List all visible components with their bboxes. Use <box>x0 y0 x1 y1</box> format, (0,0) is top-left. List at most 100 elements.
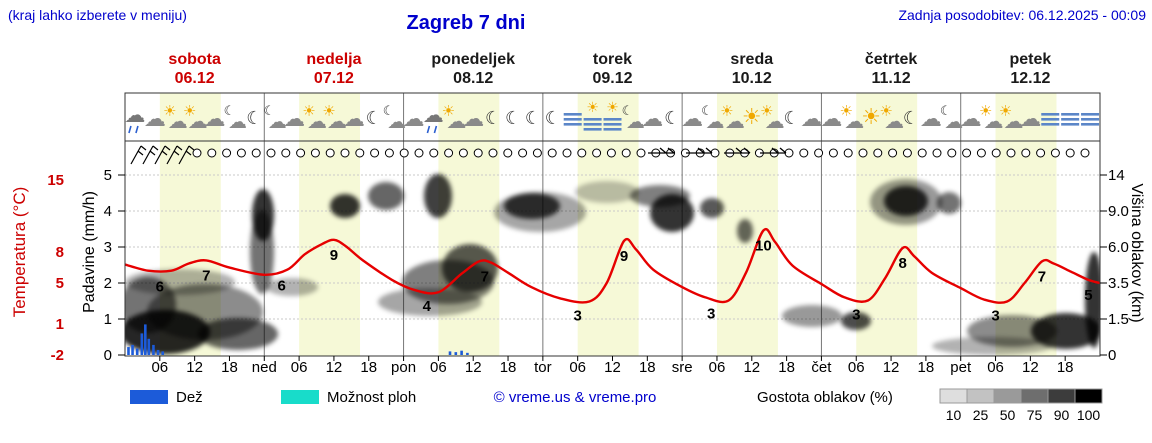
temp-value-label: 6 <box>156 279 164 296</box>
fog-line-glyph <box>1081 118 1100 121</box>
density-swatch <box>993 388 1022 404</box>
moon-icon: ☾ <box>366 108 382 128</box>
sun-glyph: ☀ <box>606 99 619 115</box>
cloud-glyph: ☁ <box>820 106 842 131</box>
rain-bar <box>147 338 151 355</box>
moon-cloud-icon: ☾☁ <box>224 103 247 133</box>
calm-wind-icon <box>414 148 424 158</box>
cloud-glyph: ☁ <box>268 112 287 133</box>
x-tick-label: 12 <box>186 359 203 376</box>
temp-value-label: 3 <box>991 307 999 324</box>
cloud-height-tick-label: 14 <box>1108 167 1125 184</box>
x-tick-label: 18 <box>639 359 656 376</box>
precip-tick-label: 2 <box>104 275 112 292</box>
calm-wind-icon <box>1080 148 1090 158</box>
fog-line-glyph <box>603 128 622 131</box>
cloud-blob <box>368 182 404 210</box>
wind-barb-icon <box>648 147 675 154</box>
rain-bar <box>454 352 458 355</box>
day-header: četrtek 11.12 <box>865 50 917 88</box>
cloud-blob <box>1031 313 1100 349</box>
cloud-icon: ☁ <box>681 106 703 131</box>
moon-icon: ☾ <box>545 108 561 128</box>
temperature-tick-label: 5 <box>56 275 64 292</box>
cloud-blob <box>737 219 753 243</box>
moon-glyph: ☾ <box>485 108 501 128</box>
cloud-icon: ☁ <box>820 106 842 131</box>
temp-value-label: 5 <box>1084 287 1092 304</box>
cloud-glyph: ☁ <box>343 106 365 131</box>
wind-barb-icon <box>178 145 195 165</box>
sun-glyph: ☀ <box>840 103 853 120</box>
cloud-glyph: ☁ <box>626 112 645 133</box>
sun-glyph: ☀ <box>760 103 773 120</box>
x-tick-label: 12 <box>604 359 621 376</box>
daylight-band <box>995 93 1057 356</box>
cloud-glyph: ☁ <box>283 106 305 131</box>
cloud-blob <box>932 337 1052 355</box>
calm-wind-icon <box>828 148 838 158</box>
calm-wind-icon <box>962 148 972 158</box>
day-date: 07.12 <box>313 70 354 87</box>
cloud-height-axis-label: Višina oblakov (km) <box>1128 183 1145 323</box>
calm-wind-icon <box>547 148 557 158</box>
x-tick-label: 12 <box>743 359 760 376</box>
cloud-blob <box>330 194 360 218</box>
cloud-glyph: ☁ <box>944 112 963 133</box>
calm-wind-icon <box>873 148 883 158</box>
moon-glyph: ☾ <box>263 103 275 118</box>
fog-line-glyph <box>563 113 582 116</box>
x-tick-label: 12 <box>1022 359 1039 376</box>
day-name: ponedeljek <box>431 51 515 68</box>
rain-bar <box>127 347 130 355</box>
wind-barb-icon <box>724 147 751 154</box>
sun-glyph: ☀ <box>302 103 315 120</box>
cloud-height-tick-label: 0 <box>1108 347 1116 364</box>
day-name: nedelja <box>306 51 362 68</box>
temp-value-label: 3 <box>852 306 860 323</box>
calm-wind-icon <box>488 148 498 158</box>
cloud-glyph: ☁ <box>765 111 785 133</box>
cloud-icon: ☁ <box>462 106 484 131</box>
calm-wind-icon <box>592 148 602 158</box>
moon-glyph: ☾ <box>940 103 952 118</box>
calm-wind-icon <box>1050 148 1060 158</box>
cloud-glyph: ☁ <box>641 106 663 131</box>
calm-wind-icon <box>399 148 409 158</box>
calm-wind-icon <box>888 148 898 158</box>
calm-wind-icon <box>902 148 912 158</box>
temp-value-label: 9 <box>330 247 338 264</box>
cloud-glyph: ☁ <box>984 111 1004 133</box>
cloud-icon: ☁ <box>1019 106 1041 131</box>
calm-wind-icon <box>518 148 528 158</box>
temperature-tick-label: 8 <box>56 244 64 261</box>
x-tick-label: 18 <box>360 359 377 376</box>
cloud-glyph: ☁ <box>403 106 425 131</box>
sun-glyph: ☀ <box>742 104 762 129</box>
cloud-glyph: ☁ <box>705 112 724 133</box>
calm-wind-icon <box>1006 148 1016 158</box>
x-tick-label: 06 <box>291 359 308 376</box>
rain-bar <box>135 348 139 355</box>
cloud-icon: ☁ <box>800 106 822 131</box>
cloud-glyph: ☁ <box>725 111 745 133</box>
precipitation-bars <box>127 324 469 355</box>
sun-glyph: ☀ <box>163 103 176 120</box>
x-tick-label: ned <box>252 359 277 376</box>
x-tick-label: 18 <box>1057 359 1074 376</box>
density-tick-label: 50 <box>1000 407 1016 423</box>
sun-icon: ☀ <box>742 104 762 129</box>
cloud-blob <box>1085 252 1100 348</box>
cloud-height-tick-label: 6.0 <box>1108 239 1129 256</box>
calm-wind-icon <box>710 148 720 158</box>
calm-wind-icon <box>1065 148 1075 158</box>
sun-cloud-icon: ☀☁ <box>999 103 1024 133</box>
fog-line-glyph <box>563 123 582 126</box>
calm-wind-icon <box>473 148 483 158</box>
calm-wind-icon <box>1036 148 1046 158</box>
cloud-blob <box>424 174 452 218</box>
axis-ticks: 0 0 1 1.5 2 3.5 3 6.0 4 9.0 5 14 15 8 5 1 -2 06 12 18 ned 06 1… <box>47 167 1129 376</box>
rain-bar <box>156 349 160 355</box>
calm-wind-icon <box>799 148 809 158</box>
